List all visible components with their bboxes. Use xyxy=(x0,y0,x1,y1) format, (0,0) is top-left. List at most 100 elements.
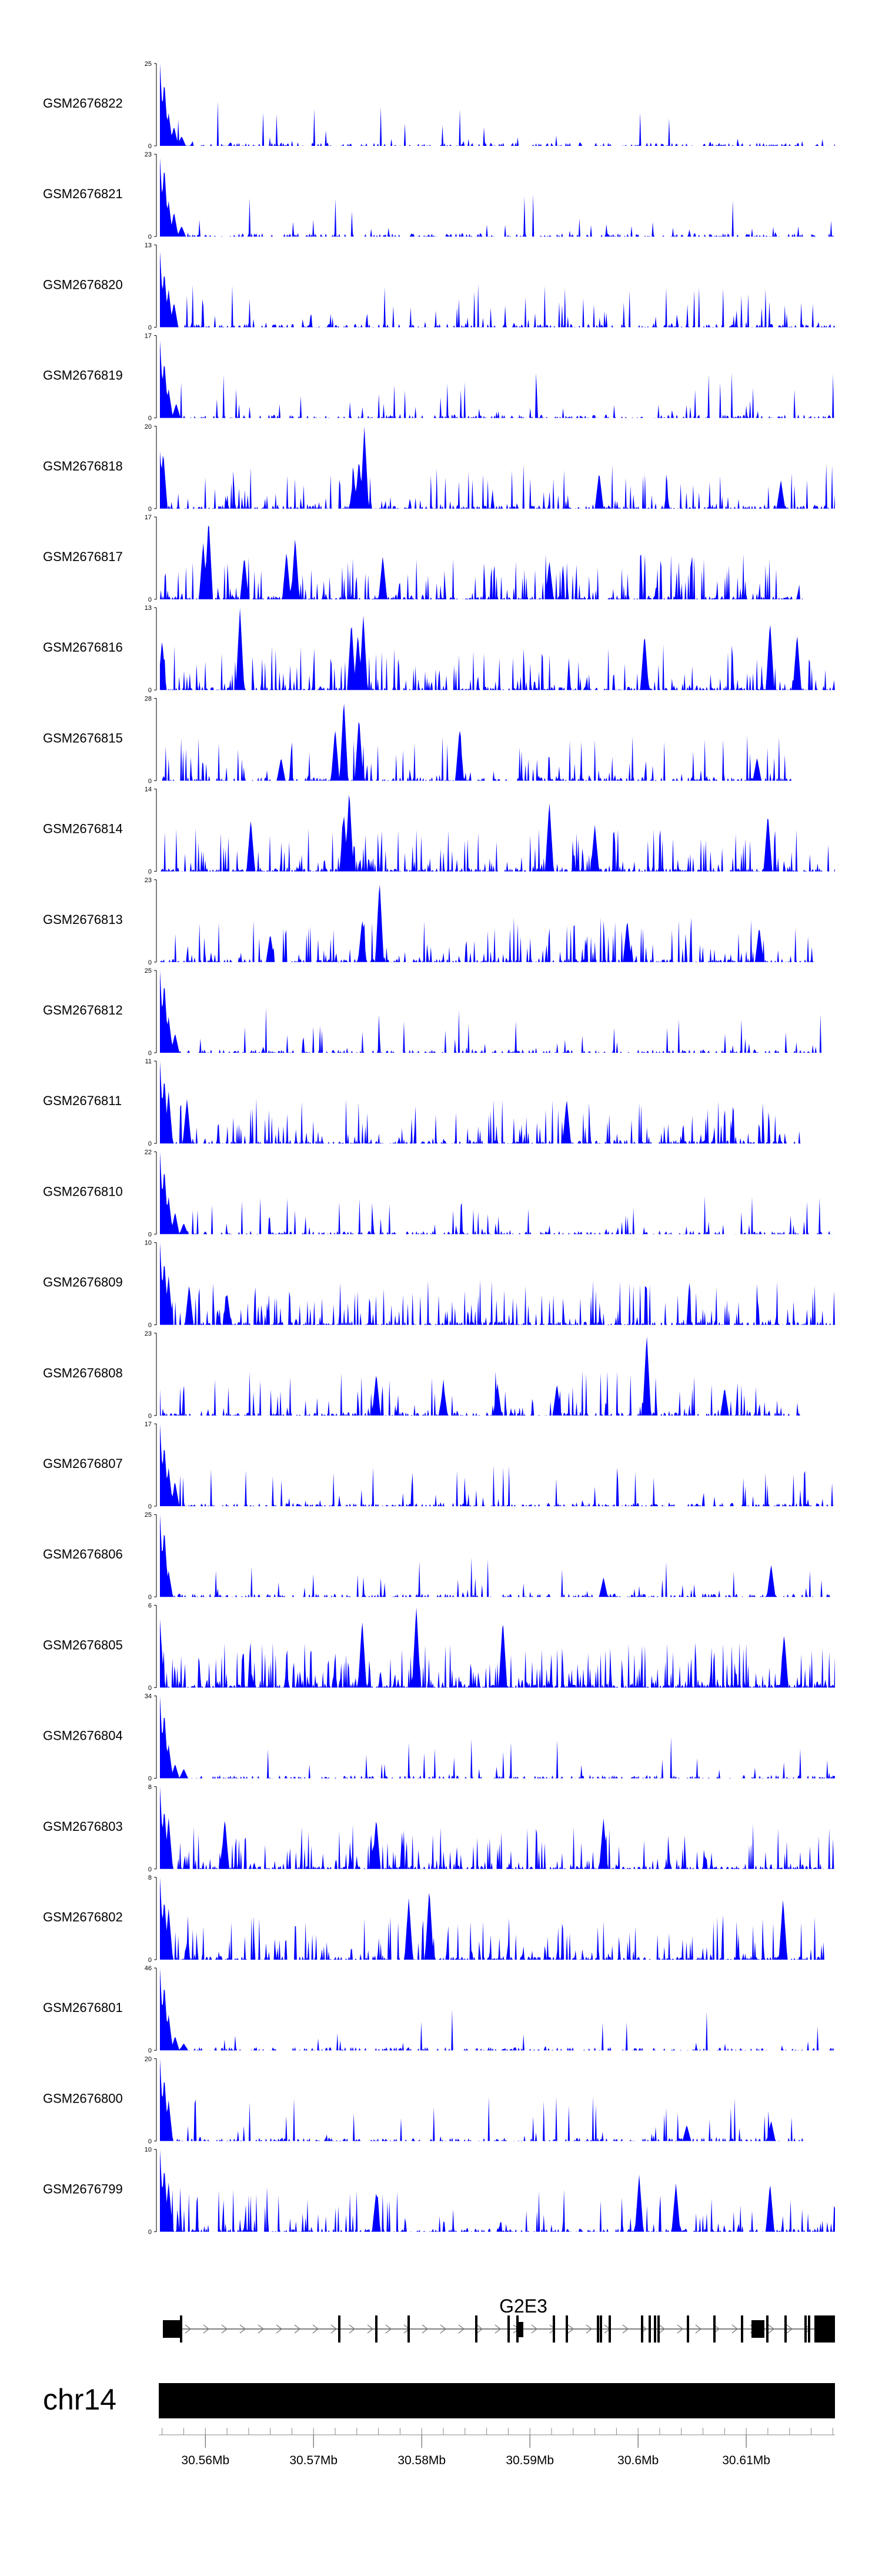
exon xyxy=(657,2315,660,2343)
track-label: GSM2676807 xyxy=(43,1456,123,1471)
axis-tick-label: 30.6Mb xyxy=(617,2454,659,2467)
axis-tick-label: 30.59Mb xyxy=(506,2454,554,2467)
track-GSM2676808: GSM2676808 23 0 xyxy=(43,1330,835,1420)
track-zero-label: 0 xyxy=(148,959,152,966)
track-label: GSM2676810 xyxy=(43,1184,123,1199)
axis-tick-label: 30.56Mb xyxy=(181,2454,229,2467)
exon xyxy=(338,2315,340,2343)
exon xyxy=(713,2315,716,2343)
track-ymax-label: 10 xyxy=(145,1240,152,1247)
track-ymax-label: 23 xyxy=(145,877,152,884)
coverage-area xyxy=(160,1877,835,1960)
track-GSM2676817: GSM2676817 17 0 xyxy=(43,514,835,603)
exon xyxy=(741,2315,743,2343)
chromosome-bar xyxy=(159,2383,835,2418)
strand-chevron xyxy=(659,2324,666,2334)
chromosome-label: chr14 xyxy=(43,2383,116,2416)
track-zero-label: 0 xyxy=(148,1322,152,1329)
track-zero-label: 0 xyxy=(148,869,152,876)
track-zero-label: 0 xyxy=(148,1413,152,1420)
track-GSM2676804: GSM2676804 34 0 xyxy=(43,1693,835,1783)
coverage-area xyxy=(160,1968,835,2051)
track-GSM2676815: GSM2676815 28 0 xyxy=(43,695,835,785)
track-ymax-label: 11 xyxy=(145,1058,152,1065)
coverage-tracks: GSM2676822250GSM2676821230GSM2676820130G… xyxy=(43,61,835,2236)
strand-chevron xyxy=(422,2324,429,2334)
exon xyxy=(566,2315,568,2343)
coverage-area xyxy=(160,795,835,872)
strand-chevron xyxy=(495,2324,502,2334)
strand-chevron xyxy=(440,2324,447,2334)
track-label: GSM2676814 xyxy=(43,822,123,836)
strand-chevron xyxy=(622,2324,629,2334)
strand-chevron xyxy=(768,2324,775,2334)
strand-chevron xyxy=(185,2324,192,2334)
track-zero-label: 0 xyxy=(148,2047,152,2054)
coverage-area xyxy=(160,703,835,781)
track-ymax-label: 23 xyxy=(145,1330,152,1337)
track-zero-label: 0 xyxy=(148,415,152,422)
track-GSM2676803: GSM2676803 8 0 xyxy=(43,1784,835,1873)
track-zero-label: 0 xyxy=(148,143,152,150)
track-ymax-label: 10 xyxy=(145,2147,152,2154)
strand-chevron xyxy=(476,2324,483,2334)
track-label: GSM2676815 xyxy=(43,730,123,745)
strand-chevron xyxy=(367,2324,374,2334)
exon xyxy=(597,2315,599,2343)
exon xyxy=(163,2320,181,2338)
track-GSM2676800: GSM2676800 20 0 xyxy=(43,2056,835,2145)
strand-chevron xyxy=(330,2324,338,2334)
track-zero-label: 0 xyxy=(148,233,152,241)
track-ymax-label: 6 xyxy=(148,1602,152,1609)
track-label: GSM2676800 xyxy=(43,2091,123,2105)
track-zero-label: 0 xyxy=(148,324,152,331)
track-zero-label: 0 xyxy=(148,1140,152,1147)
track-zero-label: 0 xyxy=(148,1503,152,1510)
track-ymax-label: 28 xyxy=(145,695,152,702)
track-zero-label: 0 xyxy=(148,2229,152,2236)
track-ymax-label: 25 xyxy=(145,1511,152,1519)
strand-chevron xyxy=(312,2324,319,2334)
strand-chevron xyxy=(203,2324,210,2334)
axis-tick-label: 30.57Mb xyxy=(289,2454,338,2467)
track-GSM2676809: GSM2676809 10 0 xyxy=(43,1240,835,1329)
track-zero-label: 0 xyxy=(148,1684,152,1691)
axis-tick-label: 30.58Mb xyxy=(397,2454,446,2467)
track-ymax-label: 13 xyxy=(145,242,152,249)
coverage-area xyxy=(160,1607,835,1688)
track-zero-label: 0 xyxy=(148,1231,152,1238)
gene-track: G2E3 xyxy=(163,2295,835,2343)
track-GSM2676807: GSM2676807 17 0 xyxy=(43,1421,835,1510)
strand-chevron xyxy=(385,2324,392,2334)
track-label: GSM2676808 xyxy=(43,1366,123,1380)
track-GSM2676818: GSM2676818 20 0 xyxy=(43,423,835,513)
track-ymax-label: 46 xyxy=(145,1965,152,1972)
coverage-area xyxy=(160,1514,835,1597)
track-zero-label: 0 xyxy=(148,1776,152,1783)
track-zero-label: 0 xyxy=(148,1594,152,1601)
track-label: GSM2676799 xyxy=(43,2182,123,2197)
strand-chevron xyxy=(349,2324,356,2334)
track-GSM2676820: GSM2676820 13 0 xyxy=(43,242,835,331)
track-GSM2676806: GSM2676806 25 0 xyxy=(43,1511,835,1601)
exon xyxy=(600,2315,602,2343)
exon xyxy=(814,2315,835,2343)
coverage-area xyxy=(160,1786,835,1869)
coverage-area xyxy=(160,885,835,962)
exon xyxy=(766,2315,769,2343)
strand-chevron xyxy=(677,2324,684,2334)
strand-chevron xyxy=(458,2324,465,2334)
track-ymax-label: 34 xyxy=(145,1693,152,1700)
track-zero-label: 0 xyxy=(148,1050,152,1057)
chromosome-track: chr14 xyxy=(43,2383,835,2418)
track-zero-label: 0 xyxy=(148,596,152,603)
strand-chevron xyxy=(786,2324,793,2334)
track-ymax-label: 17 xyxy=(145,1421,152,1428)
coverage-area xyxy=(160,1242,835,1325)
coverage-area xyxy=(160,526,835,599)
track-GSM2676810: GSM2676810 22 0 xyxy=(43,1149,835,1238)
coverage-area xyxy=(160,64,835,146)
track-label: GSM2676804 xyxy=(43,1729,123,1743)
strand-chevron xyxy=(731,2324,739,2334)
track-ymax-label: 22 xyxy=(145,1149,152,1156)
